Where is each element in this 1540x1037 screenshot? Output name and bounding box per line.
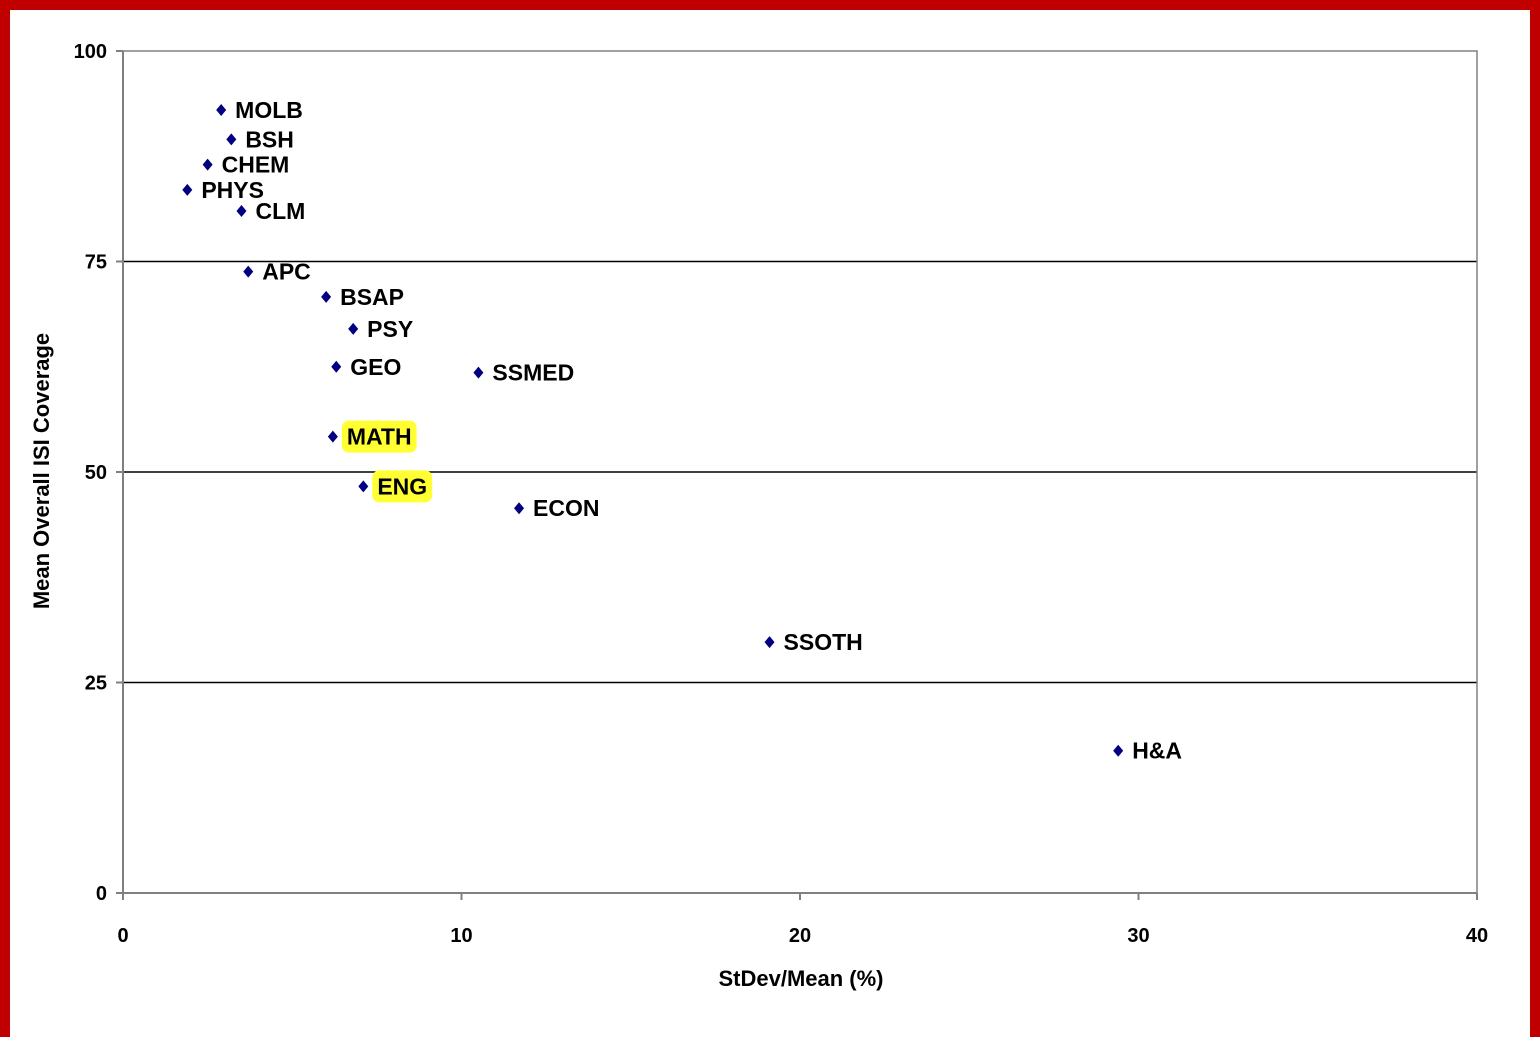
point-label: MOLB: [235, 97, 303, 123]
x-tick-label: 0: [117, 925, 128, 947]
point-label: ECON: [533, 495, 599, 521]
point-label: PSY: [367, 316, 413, 342]
point-label: H&A: [1132, 738, 1182, 764]
data-point: [236, 204, 247, 217]
y-axis-title: Mean Overall ISI Coverage: [29, 333, 54, 609]
point-label: SSMED: [492, 360, 574, 386]
data-point: [321, 290, 332, 303]
data-point: [243, 265, 254, 278]
data-point: [514, 502, 525, 515]
point-label: MATH: [347, 424, 412, 450]
data-point: [226, 133, 237, 146]
data-point: [331, 360, 342, 373]
data-point: [182, 183, 193, 196]
y-tick-label: 50: [85, 462, 107, 484]
y-tick-label: 75: [85, 252, 107, 274]
data-point: [348, 322, 359, 335]
point-label: PHYS: [201, 177, 264, 203]
point-label: SSOTH: [784, 629, 863, 655]
data-point: [358, 480, 369, 493]
x-tick-label: 10: [450, 925, 472, 947]
label-highlight: [372, 470, 433, 503]
point-label: APC: [262, 259, 311, 285]
point-label: BSH: [245, 126, 294, 152]
data-point: [473, 366, 484, 379]
label-highlight: [341, 420, 417, 453]
data-point: [764, 636, 775, 649]
data-point: [327, 430, 338, 443]
data-point: [1113, 744, 1124, 757]
point-label: BSAP: [340, 284, 404, 310]
y-tick-label: 100: [74, 41, 107, 63]
x-tick-label: 40: [1466, 925, 1488, 947]
y-tick-label: 25: [85, 673, 107, 695]
point-label: ENG: [377, 473, 427, 499]
point-label: CHEM: [222, 152, 290, 178]
x-axis-title: StDev/Mean (%): [718, 966, 883, 991]
data-point: [202, 158, 213, 171]
point-label: CLM: [255, 198, 305, 224]
data-point: [216, 103, 227, 116]
x-tick-label: 20: [789, 925, 811, 947]
point-label: GEO: [350, 354, 401, 380]
y-tick-label: 0: [96, 883, 107, 905]
x-tick-label: 30: [1127, 925, 1149, 947]
